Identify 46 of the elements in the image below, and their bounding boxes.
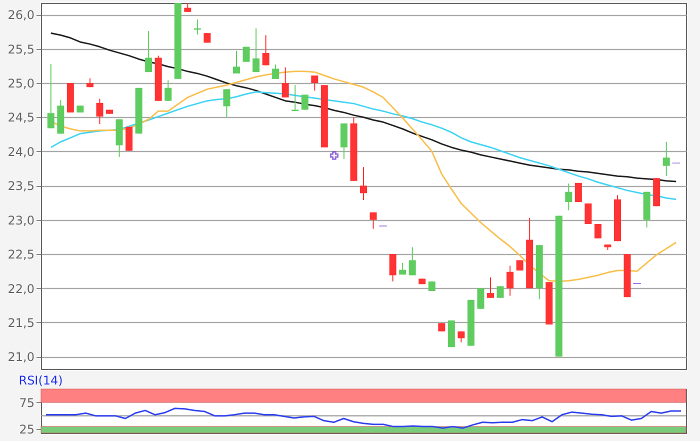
candlestick [47,63,54,129]
y-tick-label: 25 [19,422,34,437]
candlestick [242,46,250,62]
candlestick [584,202,592,224]
y-tick-label: 24,5 [8,110,34,125]
candlestick [487,276,494,298]
candlestick [477,288,484,310]
candlestick [340,122,348,160]
y-tick-label: 25,5 [8,42,34,56]
candlestick [516,260,524,271]
point [330,151,338,160]
y-tick-label: 23,5 [8,179,34,194]
y-tick-label: 75 [19,396,34,410]
chart-title: RSI(14) [18,374,63,388]
candlestick [565,183,572,211]
candlestick [408,246,416,276]
candlestick [233,50,240,74]
y-tick-label: 22,0 [8,282,34,296]
candlestick [389,254,396,282]
candlestick [311,75,318,92]
y-tick-label: 21,5 [8,316,34,330]
y-tick-label: 26,0 [8,8,34,22]
y-tick-label: 23,0 [8,213,34,228]
candlestick [496,286,504,298]
y-tick-label: 21,0 [8,350,34,364]
candlestick [301,94,308,110]
candlestick [262,34,270,66]
candlestick [506,265,514,296]
candlestick [272,64,280,80]
candlestick [292,84,299,112]
candlestick [126,126,133,152]
y-tick-label: 25,0 [8,76,34,91]
line-series [50,32,677,182]
line-series [45,408,682,429]
candlestick [662,141,670,177]
candlestick [164,80,172,102]
y-tick-label: 22,5 [8,248,34,262]
candlestick [96,98,104,125]
candlestick [282,66,289,98]
candlestick [145,30,152,73]
candlestick [223,88,230,118]
y-tick-label: 24,0 [8,144,34,159]
candlestick [360,166,367,201]
candlestick [252,28,260,73]
candlestick [594,223,602,239]
candlestick [370,212,377,230]
